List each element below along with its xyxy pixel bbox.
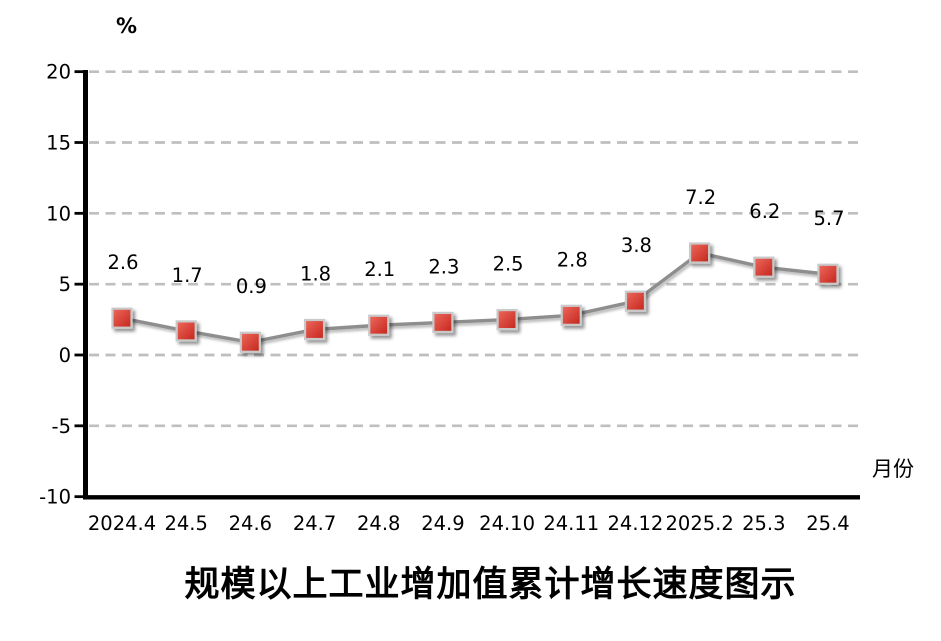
data-label: 2.5 bbox=[493, 253, 524, 276]
y-tick-label: 20 bbox=[46, 61, 71, 84]
x-tick-label: 2024.4 bbox=[88, 512, 156, 535]
data-point bbox=[689, 242, 711, 264]
data-label: 5.7 bbox=[813, 207, 844, 230]
x-tick-label: 24.10 bbox=[479, 512, 535, 535]
y-tick-label: 0 bbox=[59, 344, 71, 367]
data-label: 2.1 bbox=[364, 258, 395, 281]
x-tick-label: 24.9 bbox=[421, 512, 464, 535]
x-tick-label: 24.12 bbox=[608, 512, 664, 535]
y-tick-label: 5 bbox=[59, 273, 71, 296]
data-label: 6.2 bbox=[749, 200, 780, 223]
data-point bbox=[368, 314, 390, 336]
series-line bbox=[121, 251, 829, 344]
data-label: 0.9 bbox=[236, 275, 267, 298]
data-point bbox=[560, 304, 582, 326]
y-tick-label: 10 bbox=[46, 202, 71, 225]
y-tick-label: -5 bbox=[52, 415, 71, 438]
data-label: 2.6 bbox=[107, 251, 138, 274]
data-point bbox=[624, 290, 647, 312]
data-point bbox=[111, 307, 133, 329]
x-tick-label: 24.11 bbox=[543, 512, 599, 535]
x-tick-label: 2025.2 bbox=[666, 512, 734, 535]
data-point bbox=[175, 320, 197, 342]
data-point bbox=[817, 263, 839, 285]
data-point bbox=[239, 331, 261, 353]
data-label: 3.8 bbox=[621, 234, 652, 257]
data-label: 2.8 bbox=[557, 248, 588, 271]
x-tick-label: 24.8 bbox=[357, 512, 400, 535]
x-tick-label: 24.6 bbox=[229, 512, 272, 535]
chart-title: 规模以上工业增加值累计增长速度图示 bbox=[184, 565, 797, 604]
y-tick-label: -10 bbox=[39, 486, 71, 509]
y-tick-label: 15 bbox=[46, 131, 71, 154]
data-label: 1.7 bbox=[172, 264, 203, 287]
data-point bbox=[303, 318, 326, 341]
x-tick-label: 25.4 bbox=[806, 512, 849, 535]
x-tick-label: 24.5 bbox=[164, 512, 207, 535]
data-label: 2.3 bbox=[428, 255, 459, 278]
data-point bbox=[432, 311, 454, 334]
x-tick-label: 24.7 bbox=[293, 512, 336, 535]
y-axis-unit-label: % bbox=[116, 14, 138, 38]
data-point bbox=[753, 256, 775, 278]
x-axis-title: 月份 bbox=[872, 457, 914, 481]
data-point bbox=[496, 308, 518, 331]
x-tick-label: 25.3 bbox=[742, 512, 785, 535]
data-label: 7.2 bbox=[685, 186, 716, 209]
data-label: 1.8 bbox=[300, 262, 331, 285]
